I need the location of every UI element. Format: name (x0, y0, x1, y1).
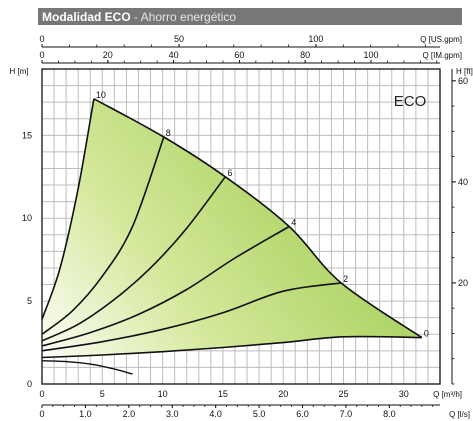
lps-axis-tick-label: 3.0 (166, 409, 179, 419)
us-gpm-axis-tick-label: 50 (174, 34, 184, 44)
us-gpm-axis-tick-label: 100 (308, 34, 323, 44)
curve-label-0: 0 (424, 329, 429, 339)
curve-label-6: 6 (227, 168, 232, 178)
h-m-axis-unit: H [m] (9, 67, 28, 76)
m3h-axis-tick-label: 0 (39, 389, 44, 399)
lps-axis-unit: Q [l/s] (449, 410, 470, 419)
speed-curve-4 (41, 225, 290, 347)
speed-curve-0 (41, 335, 422, 359)
lps-axis-tick-label: 2.0 (123, 409, 136, 419)
im-gpm-axis-tick-label: 100 (363, 50, 378, 60)
im-gpm-axis-tick-label: 60 (234, 50, 244, 60)
lps-axis-tick-label: 5.0 (253, 409, 266, 419)
h-m-axis-tick-label: 0 (27, 379, 32, 389)
plot-frame (41, 68, 441, 385)
chart-annotation: ECO (394, 93, 427, 110)
operating-region-fill (42, 98, 422, 358)
im-gpm-axis-tick-label: 40 (169, 50, 179, 60)
lps-axis-tick-label: 7.0 (340, 409, 353, 419)
lps-axis-tick-label: 4.0 (209, 409, 222, 419)
h-ft-axis-unit: H [ft] (456, 67, 473, 76)
im-gpm-axis-tick-label: 80 (300, 50, 310, 60)
curve-label-8: 8 (166, 128, 171, 138)
m3h-axis-tick-label: 30 (399, 389, 409, 399)
h-m-axis-tick-label: 10 (22, 213, 32, 223)
im-gpm-axis-unit: Q [IM.gpm] (422, 51, 462, 60)
lps-axis-tick-label: 8.0 (383, 409, 396, 419)
us-gpm-axis-unit: Q [US.gpm] (420, 35, 462, 44)
curve-label-10: 10 (96, 90, 106, 100)
chart-title: Modalidad ECO - Ahorro energético (42, 10, 236, 24)
chart-title-bar: Modalidad ECO - Ahorro energético (38, 8, 462, 25)
im-gpm-axis-tick-label: 20 (103, 50, 113, 60)
m3h-axis-tick-label: 15 (218, 389, 228, 399)
h-ft-axis-tick-label: 40 (458, 177, 468, 187)
lps-axis-tick-label: 0 (39, 409, 44, 419)
curve-label-2: 2 (343, 274, 348, 284)
h-m-axis-tick-label: 15 (22, 130, 32, 140)
lps-axis-tick-label: 1.0 (79, 409, 92, 419)
speed-curve-2 (41, 282, 342, 352)
curve-label-4: 4 (291, 218, 296, 228)
us-gpm-axis-tick-label: 0 (39, 34, 44, 44)
m3h-axis-tick-label: 5 (100, 389, 105, 399)
m3h-axis-tick-label: 25 (339, 389, 349, 399)
speed-curve-6 (41, 176, 226, 342)
m3h-axis-unit: Q [m³/h] (433, 390, 462, 399)
chart-title-main: Modalidad ECO (42, 10, 131, 24)
m3h-axis-tick-label: 20 (278, 389, 288, 399)
chart-title-subtitle: - Ahorro energético (130, 10, 237, 24)
lps-axis-tick-label: 6.0 (296, 409, 309, 419)
h-ft-axis-tick-label: 20 (458, 278, 468, 288)
lower-short-curve (41, 360, 133, 375)
envelope-curve (93, 98, 423, 339)
m3h-axis-tick-label: 10 (158, 389, 168, 399)
speed-curve-8 (41, 136, 165, 335)
im-gpm-axis-tick-label: 0 (39, 50, 44, 60)
speed-curve-10 (41, 98, 95, 320)
h-ft-axis-tick-label: 60 (458, 76, 468, 86)
h-m-axis-tick-label: 5 (27, 296, 32, 306)
